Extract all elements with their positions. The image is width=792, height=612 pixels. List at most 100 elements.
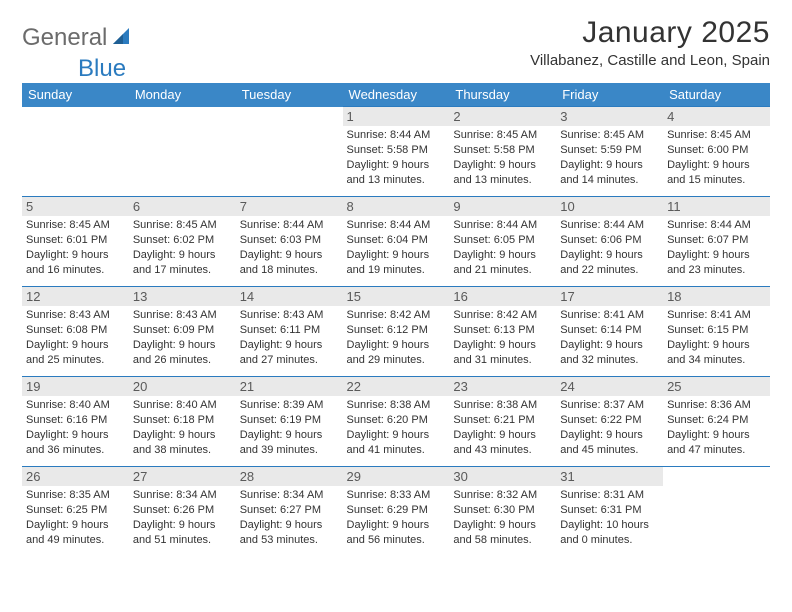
daylight-line: Daylight: 9 hours and 38 minutes. — [133, 428, 232, 458]
daylight-line: Daylight: 9 hours and 56 minutes. — [347, 518, 446, 548]
day-info: Sunrise: 8:40 AMSunset: 6:18 PMDaylight:… — [133, 398, 232, 457]
calendar-cell: 19 Sunrise: 8:40 AMSunset: 6:16 PMDayligh… — [22, 377, 129, 467]
daylight-line: Daylight: 9 hours and 26 minutes. — [133, 338, 232, 368]
daylight-line: Daylight: 9 hours and 15 minutes. — [667, 158, 766, 188]
daylight-line: Daylight: 9 hours and 29 minutes. — [347, 338, 446, 368]
calendar-cell: 27Sunrise: 8:34 AMSunset: 6:26 PMDayligh… — [129, 467, 236, 557]
day-number: 31 — [556, 467, 663, 486]
daylight-line: Daylight: 9 hours and 27 minutes. — [240, 338, 339, 368]
sunset-line: Sunset: 6:25 PM — [26, 503, 125, 518]
day-number: 19 — [22, 377, 129, 396]
daylight-line: Daylight: 9 hours and 58 minutes. — [453, 518, 552, 548]
day-info: Sunrise: 8:38 AMSunset: 6:21 PMDaylight:… — [453, 398, 552, 457]
calendar-cell — [22, 107, 129, 197]
day-number: 25 — [663, 377, 770, 396]
sunset-line: Sunset: 6:15 PM — [667, 323, 766, 338]
day-info: Sunrise: 8:43 AMSunset: 6:11 PMDaylight:… — [240, 308, 339, 367]
day-number: 3 — [556, 107, 663, 126]
sunset-line: Sunset: 6:12 PM — [347, 323, 446, 338]
calendar-cell: 18 Sunrise: 8:41 AMSunset: 6:15 PMDayligh… — [663, 287, 770, 377]
daylight-line: Daylight: 9 hours and 18 minutes. — [240, 248, 339, 278]
calendar-cell: 26Sunrise: 8:35 AMSunset: 6:25 PMDayligh… — [22, 467, 129, 557]
sunrise-line: Sunrise: 8:44 AM — [347, 128, 446, 143]
sunset-line: Sunset: 6:11 PM — [240, 323, 339, 338]
daylight-line: Daylight: 9 hours and 14 minutes. — [560, 158, 659, 188]
sunset-line: Sunset: 6:18 PM — [133, 413, 232, 428]
day-info: Sunrise: 8:45 AMSunset: 6:00 PMDaylight:… — [667, 128, 766, 187]
day-number: 8 — [343, 197, 450, 216]
calendar-cell: 2 Sunrise: 8:45 AMSunset: 5:58 PMDaylight… — [449, 107, 556, 197]
calendar-cell — [129, 107, 236, 197]
daylight-line: Daylight: 9 hours and 13 minutes. — [453, 158, 552, 188]
calendar-cell: 25 Sunrise: 8:36 AMSunset: 6:24 PMDayligh… — [663, 377, 770, 467]
sunrise-line: Sunrise: 8:40 AM — [133, 398, 232, 413]
sunset-line: Sunset: 6:01 PM — [26, 233, 125, 248]
col-saturday: Saturday — [663, 83, 770, 107]
day-info: Sunrise: 8:43 AMSunset: 6:09 PMDaylight:… — [133, 308, 232, 367]
calendar-cell: 31Sunrise: 8:31 AMSunset: 6:31 PMDayligh… — [556, 467, 663, 557]
calendar-cell: 15 Sunrise: 8:42 AMSunset: 6:12 PMDayligh… — [343, 287, 450, 377]
daylight-line: Daylight: 9 hours and 36 minutes. — [26, 428, 125, 458]
sunrise-line: Sunrise: 8:38 AM — [347, 398, 446, 413]
day-number: 26 — [22, 467, 129, 486]
sunset-line: Sunset: 5:58 PM — [347, 143, 446, 158]
day-number: 6 — [129, 197, 236, 216]
day-info: Sunrise: 8:44 AMSunset: 5:58 PMDaylight:… — [347, 128, 446, 187]
sunrise-line: Sunrise: 8:45 AM — [133, 218, 232, 233]
day-info: Sunrise: 8:41 AMSunset: 6:15 PMDaylight:… — [667, 308, 766, 367]
calendar-week-row: 19Sunrise: 8:40 AMSunset: 6:16 PMDayligh… — [22, 377, 770, 467]
day-info: Sunrise: 8:45 AMSunset: 5:59 PMDaylight:… — [560, 128, 659, 187]
day-info: Sunrise: 8:33 AMSunset: 6:29 PMDaylight:… — [347, 488, 446, 547]
day-number: 2 — [449, 107, 556, 126]
day-number: 18 — [663, 287, 770, 306]
day-number: 30 — [449, 467, 556, 486]
sunrise-line: Sunrise: 8:43 AM — [240, 308, 339, 323]
daylight-line: Daylight: 9 hours and 17 minutes. — [133, 248, 232, 278]
calendar-cell: 16Sunrise: 8:42 AMSunset: 6:13 PMDayligh… — [449, 287, 556, 377]
day-number: 13 — [129, 287, 236, 306]
day-info: Sunrise: 8:36 AMSunset: 6:24 PMDaylight:… — [667, 398, 766, 457]
sunrise-line: Sunrise: 8:44 AM — [453, 218, 552, 233]
sunrise-line: Sunrise: 8:44 AM — [347, 218, 446, 233]
day-number: 7 — [236, 197, 343, 216]
day-info: Sunrise: 8:45 AMSunset: 6:01 PMDaylight:… — [26, 218, 125, 277]
sunrise-line: Sunrise: 8:43 AM — [26, 308, 125, 323]
day-number: 29 — [343, 467, 450, 486]
day-number: 15 — [343, 287, 450, 306]
sunset-line: Sunset: 6:20 PM — [347, 413, 446, 428]
calendar-cell: 12Sunrise: 8:43 AMSunset: 6:08 PMDayligh… — [22, 287, 129, 377]
day-info: Sunrise: 8:45 AMSunset: 5:58 PMDaylight:… — [453, 128, 552, 187]
day-info: Sunrise: 8:34 AMSunset: 6:26 PMDaylight:… — [133, 488, 232, 547]
sunrise-line: Sunrise: 8:44 AM — [560, 218, 659, 233]
sunset-line: Sunset: 5:59 PM — [560, 143, 659, 158]
daylight-line: Daylight: 9 hours and 22 minutes. — [560, 248, 659, 278]
sunset-line: Sunset: 6:03 PM — [240, 233, 339, 248]
sunrise-line: Sunrise: 8:38 AM — [453, 398, 552, 413]
day-info: Sunrise: 8:42 AMSunset: 6:13 PMDaylight:… — [453, 308, 552, 367]
sunrise-line: Sunrise: 8:40 AM — [26, 398, 125, 413]
sunset-line: Sunset: 6:06 PM — [560, 233, 659, 248]
sunrise-line: Sunrise: 8:42 AM — [347, 308, 446, 323]
calendar-cell: 6Sunrise: 8:45 AMSunset: 6:02 PMDaylight… — [129, 197, 236, 287]
calendar-cell: 14Sunrise: 8:43 AMSunset: 6:11 PMDayligh… — [236, 287, 343, 377]
day-number: 21 — [236, 377, 343, 396]
calendar-cell: 3 Sunrise: 8:45 AMSunset: 5:59 PMDaylight… — [556, 107, 663, 197]
sunset-line: Sunset: 6:16 PM — [26, 413, 125, 428]
logo-text-blue: Blue — [78, 55, 126, 82]
sunrise-line: Sunrise: 8:34 AM — [133, 488, 232, 503]
day-info: Sunrise: 8:32 AMSunset: 6:30 PMDaylight:… — [453, 488, 552, 547]
calendar-cell: 22Sunrise: 8:38 AMSunset: 6:20 PMDayligh… — [343, 377, 450, 467]
daylight-line: Daylight: 9 hours and 16 minutes. — [26, 248, 125, 278]
day-info: Sunrise: 8:44 AMSunset: 6:04 PMDaylight:… — [347, 218, 446, 277]
sunset-line: Sunset: 6:05 PM — [453, 233, 552, 248]
sunset-line: Sunset: 6:24 PM — [667, 413, 766, 428]
day-info: Sunrise: 8:38 AMSunset: 6:20 PMDaylight:… — [347, 398, 446, 457]
sunrise-line: Sunrise: 8:41 AM — [560, 308, 659, 323]
daylight-line: Daylight: 9 hours and 25 minutes. — [26, 338, 125, 368]
calendar-body: 1Sunrise: 8:44 AMSunset: 5:58 PMDaylight… — [22, 107, 770, 557]
daylight-line: Daylight: 9 hours and 43 minutes. — [453, 428, 552, 458]
calendar-cell: 9Sunrise: 8:44 AMSunset: 6:05 PMDaylight… — [449, 197, 556, 287]
calendar-cell: 13 Sunrise: 8:43 AMSunset: 6:09 PMDayligh… — [129, 287, 236, 377]
sunrise-line: Sunrise: 8:33 AM — [347, 488, 446, 503]
daylight-line: Daylight: 9 hours and 32 minutes. — [560, 338, 659, 368]
